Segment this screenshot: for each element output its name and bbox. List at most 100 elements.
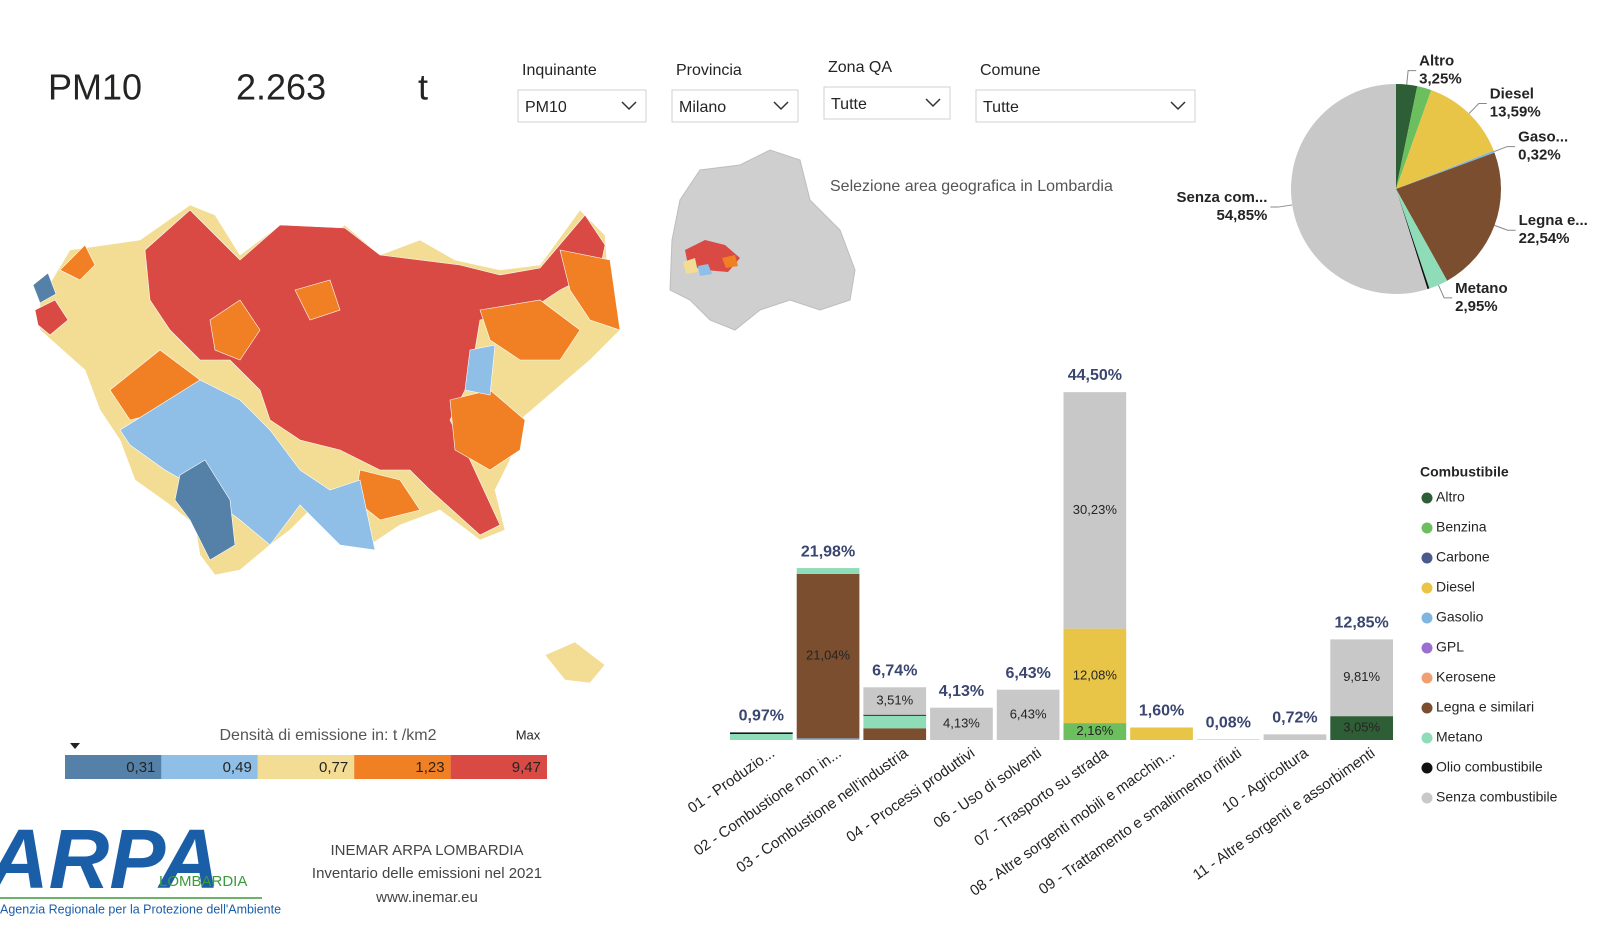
bar-segment	[1130, 727, 1193, 740]
total-label: 12,85%	[1335, 615, 1389, 632]
total-label: 1,60%	[1139, 703, 1184, 720]
logo-caption: Agenzia Regionale per la Protezione dell…	[0, 902, 281, 916]
legend-marker	[1421, 642, 1433, 654]
legend-label: Metano	[1436, 729, 1483, 745]
bar-segment	[796, 568, 860, 574]
legend-label: Altro	[1436, 489, 1465, 505]
legend-label: Diesel	[1436, 579, 1475, 595]
dropdown-value[interactable]: Tutte	[831, 96, 867, 113]
bar-segment	[930, 707, 993, 740]
dropdown[interactable]: Tutte	[823, 86, 951, 120]
dropdown[interactable]: Milano	[671, 89, 799, 123]
footer-line: www.inemar.eu	[375, 889, 478, 906]
slice-value-label: 54,85%	[1217, 207, 1268, 224]
bar-segment	[1063, 392, 1127, 629]
legend-class-label: 0,31	[126, 759, 155, 776]
total-label: 4,13%	[939, 683, 984, 700]
sort-indicator	[70, 743, 80, 749]
legend-swatch	[450, 755, 547, 779]
legend-label: Carbone	[1436, 549, 1490, 565]
pie-slice	[1291, 84, 1428, 294]
legend-label: Olio combustibile	[1436, 759, 1543, 775]
slice-value-label: 13,59%	[1490, 103, 1541, 120]
filter-label: Zona QA	[828, 59, 892, 76]
logo-region: LOMBARDIA	[159, 873, 247, 890]
minimap-caption: Selezione area geografica in Lombardia	[830, 178, 1113, 195]
filter-bar: Inquinante PM10 Provincia Milano Zona QA Tutt…	[517, 59, 1196, 123]
legend-marker	[1421, 492, 1433, 504]
slice-label: Gaso...	[1518, 129, 1568, 146]
slice-label: Legna e...	[1519, 212, 1588, 229]
dropdown-chevron[interactable]	[773, 101, 789, 111]
segment-label: 6,43%	[1010, 706, 1047, 721]
bar-segment	[1330, 639, 1393, 717]
legend-label: Kerosene	[1436, 669, 1496, 685]
legend-class-label: 1,23	[415, 759, 444, 776]
segment-label: 30,23%	[1073, 502, 1118, 517]
legend-marker	[1421, 762, 1433, 774]
pie-slice	[1396, 90, 1494, 189]
dropdown-value[interactable]: PM10	[525, 99, 567, 116]
pie-slice	[1396, 152, 1502, 281]
legend-title: Combustibile	[1420, 464, 1509, 480]
pie-slice	[1396, 189, 1430, 290]
footer-line: Inventario delle emissioni nel 2021	[312, 865, 542, 882]
dropdown-box[interactable]	[671, 89, 799, 123]
legend-label: Senza combustibile	[1436, 789, 1558, 805]
slice-label: Metano	[1455, 280, 1508, 297]
segment-label: 12,08%	[1073, 667, 1118, 682]
dropdown[interactable]: PM10	[517, 89, 647, 123]
segment-label: 21,04%	[806, 648, 851, 663]
legend-swatch	[257, 755, 355, 779]
segment-label: 3,05%	[1343, 720, 1380, 735]
slice-value-label: 3,25%	[1419, 71, 1462, 88]
dropdown-chevron[interactable]	[1170, 101, 1186, 111]
total-label: 44,50%	[1068, 367, 1122, 384]
bar-segment	[796, 573, 860, 739]
legend-label: GPL	[1436, 639, 1464, 655]
total-label: 21,98%	[801, 543, 855, 560]
kpi-value: 2.263	[236, 67, 326, 108]
bar-segment	[730, 733, 793, 740]
legend-class-label: 0,77	[319, 759, 348, 776]
bar-segment	[996, 689, 1060, 740]
total-label: 0,97%	[739, 708, 784, 725]
bar-segment	[863, 715, 927, 729]
pie-slice	[1396, 86, 1432, 189]
filter-label: Inquinante	[522, 62, 597, 79]
leader-line	[1406, 70, 1417, 85]
dropdown-value[interactable]: Tutte	[983, 99, 1019, 116]
legend-marker	[1421, 732, 1433, 744]
dropdown-chevron[interactable]	[925, 98, 941, 108]
slice-value-label: 22,54%	[1519, 230, 1570, 247]
kpi-pollutant: PM10	[48, 67, 142, 108]
map-legend-title: Densità di emissione in: t /km2	[220, 727, 437, 744]
choropleth-map	[32, 204, 621, 684]
bar-segment	[796, 738, 860, 740]
slice-label: Altro	[1419, 53, 1454, 70]
dropdown-box[interactable]	[975, 89, 1196, 123]
legend-marker	[1421, 522, 1433, 534]
dropdown-value[interactable]: Milano	[679, 99, 726, 116]
leader-line	[1270, 204, 1293, 208]
x-tick-label: 04 - Processi produttivi	[843, 745, 978, 846]
bar-segment	[730, 732, 793, 734]
dropdown-chevron[interactable]	[621, 101, 637, 111]
bar-segment	[863, 728, 927, 740]
slice-value-label: 2,95%	[1455, 298, 1498, 315]
segment-label: 4,13%	[943, 715, 980, 730]
kpi-unit: t	[418, 67, 428, 108]
legend-marker	[1421, 672, 1433, 684]
bar-segment	[1196, 739, 1260, 740]
legend-marker	[1421, 552, 1433, 564]
bar-segment	[863, 687, 927, 715]
x-tick-label: 06 - Uso di solventi	[930, 745, 1044, 832]
dropdown[interactable]: Tutte	[975, 89, 1196, 123]
leader-line	[1494, 224, 1516, 231]
bar-segment	[1063, 723, 1127, 740]
total-label: 0,08%	[1206, 715, 1251, 732]
dropdown-box[interactable]	[517, 89, 647, 123]
legend-marker	[1421, 582, 1433, 594]
